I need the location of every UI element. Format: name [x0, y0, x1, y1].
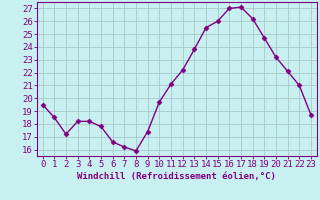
- X-axis label: Windchill (Refroidissement éolien,°C): Windchill (Refroidissement éolien,°C): [77, 172, 276, 181]
